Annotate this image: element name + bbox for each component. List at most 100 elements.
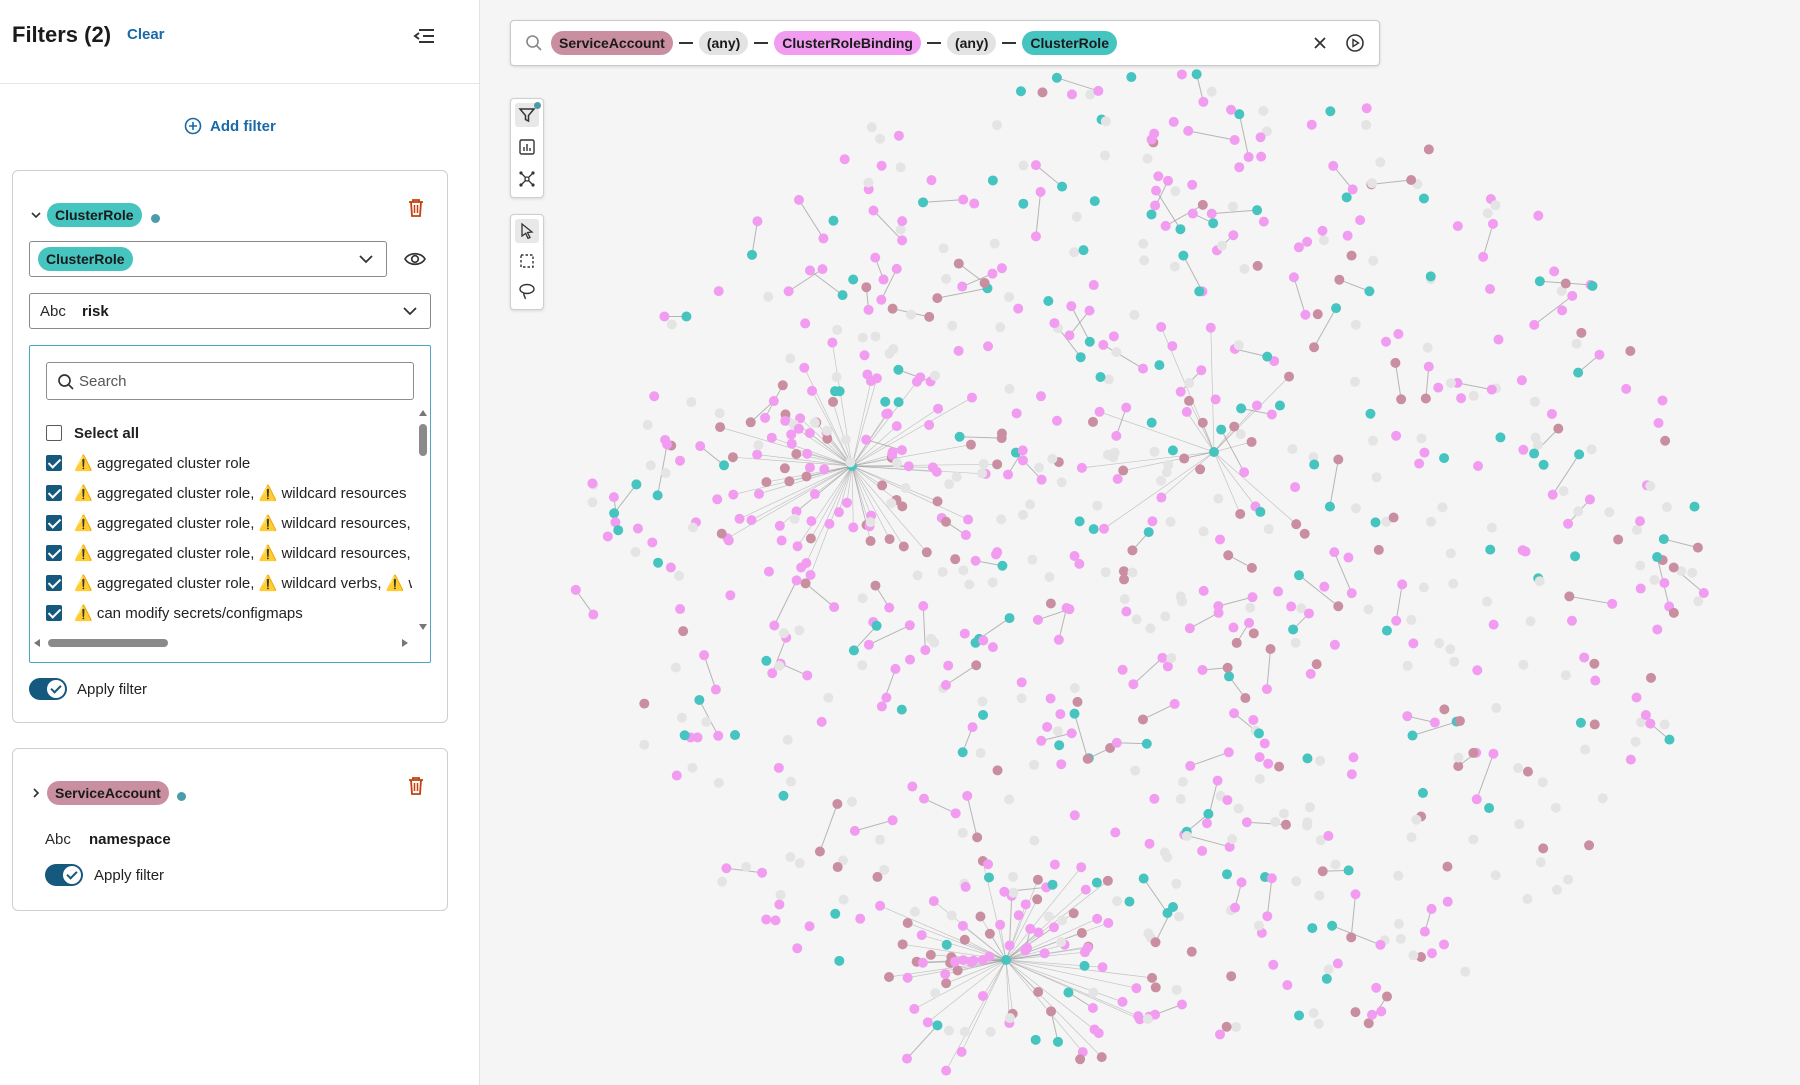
clusterrolebinding-node[interactable] (769, 620, 780, 631)
clusterrole-node[interactable] (681, 311, 692, 322)
other-node[interactable] (1530, 432, 1541, 443)
clusterrolebinding-node[interactable] (795, 413, 806, 424)
other-node[interactable] (1361, 119, 1372, 130)
clusterrolebinding-node[interactable] (876, 294, 887, 305)
other-node[interactable] (1296, 603, 1307, 614)
other-node[interactable] (943, 1025, 954, 1036)
other-node[interactable] (1406, 614, 1417, 625)
serviceaccount-node[interactable] (1246, 436, 1257, 447)
clusterrolebinding-node[interactable] (987, 642, 998, 653)
serviceaccount-node[interactable] (1309, 342, 1320, 353)
checkbox[interactable] (46, 485, 62, 501)
clusterrolebinding-node[interactable] (876, 160, 887, 171)
other-node[interactable] (1088, 987, 1099, 998)
clusterrolebinding-node[interactable] (1355, 215, 1366, 226)
clusterrolebinding-node[interactable] (941, 1065, 952, 1076)
scroll-thumb[interactable] (48, 639, 168, 647)
other-node[interactable] (926, 633, 937, 644)
serviceaccount-node[interactable] (1625, 346, 1636, 357)
clusterrolebinding-node[interactable] (1187, 179, 1198, 190)
serviceaccount-node[interactable] (1119, 574, 1130, 585)
query-node-clusterrole[interactable]: ClusterRole (1022, 31, 1117, 55)
clusterrole-node[interactable] (1138, 873, 1149, 884)
clusterrole-node[interactable] (828, 215, 839, 226)
clusterrolebinding-node[interactable] (870, 252, 881, 263)
clusterrolebinding-node[interactable] (1156, 492, 1167, 503)
clusterrolebinding-node[interactable] (1099, 523, 1110, 534)
serviceaccount-node[interactable] (984, 928, 995, 939)
serviceaccount-node[interactable] (1317, 866, 1328, 877)
clusterrolebinding-node[interactable] (662, 439, 673, 450)
clusterrole-node[interactable] (1255, 506, 1266, 517)
serviceaccount-node[interactable] (1346, 250, 1357, 261)
other-node[interactable] (1149, 446, 1160, 457)
clusterrolebinding-node[interactable] (1064, 604, 1075, 615)
serviceaccount-node[interactable] (1105, 743, 1116, 754)
serviceaccount-node[interactable] (1096, 1052, 1107, 1063)
clusterrolebinding-node[interactable] (1025, 923, 1036, 934)
other-node[interactable] (1659, 719, 1670, 730)
clusterrolebinding-node[interactable] (967, 722, 978, 733)
clusterrole-node[interactable] (1167, 901, 1178, 912)
clusterrole-node[interactable] (1236, 403, 1247, 414)
other-node[interactable] (1171, 984, 1182, 995)
clusterrole-node[interactable] (679, 730, 690, 741)
other-node[interactable] (1630, 736, 1641, 747)
clusterrole-node[interactable] (1078, 245, 1089, 256)
serviceaccount-node[interactable] (1522, 766, 1533, 777)
other-node[interactable] (891, 458, 902, 469)
clusterrolebinding-node[interactable] (1348, 752, 1359, 763)
serviceaccount-node[interactable] (1082, 753, 1093, 764)
clusterrolebinding-node[interactable] (969, 198, 980, 209)
clusterrole-node[interactable] (837, 290, 848, 301)
other-node[interactable] (587, 497, 598, 508)
other-node[interactable] (782, 734, 793, 745)
clusterrolebinding-node[interactable] (1045, 693, 1056, 704)
other-node[interactable] (895, 224, 906, 235)
other-node[interactable] (1217, 240, 1228, 251)
clusterrole-node[interactable] (1057, 181, 1068, 192)
clusterrolebinding-node[interactable] (647, 537, 658, 548)
other-node[interactable] (1043, 911, 1054, 922)
chevron-right-icon[interactable] (29, 786, 43, 800)
clusterrole-node[interactable] (1178, 250, 1189, 261)
clusterrolebinding-node[interactable] (1332, 958, 1343, 969)
clusterrolebinding-node[interactable] (1198, 585, 1209, 596)
other-node[interactable] (1056, 915, 1067, 926)
serviceaccount-node[interactable] (897, 501, 908, 512)
clusterrolebinding-node[interactable] (1181, 406, 1192, 417)
clusterrolebinding-node[interactable] (1128, 679, 1139, 690)
other-node[interactable] (866, 122, 877, 133)
clusterrolebinding-node[interactable] (1092, 913, 1103, 924)
clusterrolebinding-node[interactable] (746, 515, 757, 526)
clusterrolebinding-node[interactable] (752, 449, 763, 460)
clusterrolebinding-node[interactable] (807, 385, 818, 396)
statistics-tool-button[interactable] (515, 135, 539, 159)
clusterrolebinding-node[interactable] (1414, 458, 1425, 469)
clusterrolebinding-node[interactable] (1176, 999, 1187, 1010)
clusterrolebinding-node[interactable] (1131, 983, 1142, 994)
clusterrolebinding-node[interactable] (665, 562, 676, 573)
serviceaccount-node[interactable] (1564, 591, 1575, 602)
clusterrolebinding-node[interactable] (1066, 301, 1077, 312)
other-node[interactable] (929, 370, 940, 381)
clusterrolebinding-node[interactable] (1230, 902, 1241, 913)
other-node[interactable] (1482, 596, 1493, 607)
other-node[interactable] (1350, 503, 1361, 514)
clusterrolebinding-node[interactable] (1017, 455, 1028, 466)
chevron-down-icon[interactable] (29, 208, 43, 222)
clusterrole-node[interactable] (1191, 69, 1202, 80)
clusterrolebinding-node[interactable] (1557, 305, 1568, 316)
clusterrole-node[interactable] (1495, 432, 1506, 443)
clusterrolebinding-node[interactable] (891, 421, 902, 432)
clusterrolebinding-node[interactable] (897, 216, 908, 227)
clusterrole-node[interactable] (1253, 728, 1264, 739)
other-node[interactable] (1368, 255, 1379, 266)
other-node[interactable] (1556, 286, 1567, 297)
other-node[interactable] (951, 471, 962, 482)
other-node[interactable] (822, 425, 833, 436)
clusterrolebinding-node[interactable] (1049, 318, 1060, 329)
other-node[interactable] (1291, 876, 1302, 887)
clusterrolebinding-node[interactable] (1206, 208, 1217, 219)
serviceaccount-node[interactable] (1127, 545, 1138, 556)
